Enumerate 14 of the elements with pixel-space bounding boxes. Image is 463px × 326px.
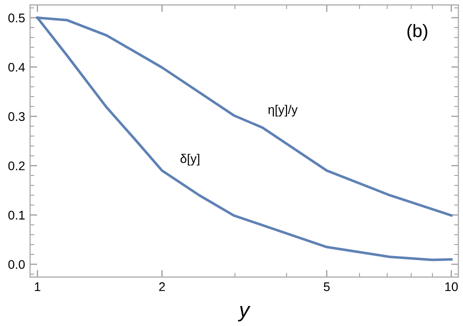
y-tick-label: 0.3 xyxy=(8,112,25,121)
x-tick-label: 2 xyxy=(159,282,165,292)
annotation: η[y]/y xyxy=(268,104,298,116)
x-tick-label: 10 xyxy=(445,282,458,292)
x-axis-title: y xyxy=(238,306,250,322)
annotation: (b) xyxy=(407,24,428,41)
y-tick-label: 0.0 xyxy=(8,260,25,269)
y-tick-label: 0.4 xyxy=(8,62,25,72)
annotation: δ[y] xyxy=(180,154,200,166)
y-tick-label: 0.1 xyxy=(8,210,25,220)
x-tick-label: 5 xyxy=(324,282,330,292)
y-tick-label: 0.5 xyxy=(8,14,25,22)
x-tick-label: 1 xyxy=(34,282,40,292)
y-tick-label: 0.2 xyxy=(8,161,25,170)
